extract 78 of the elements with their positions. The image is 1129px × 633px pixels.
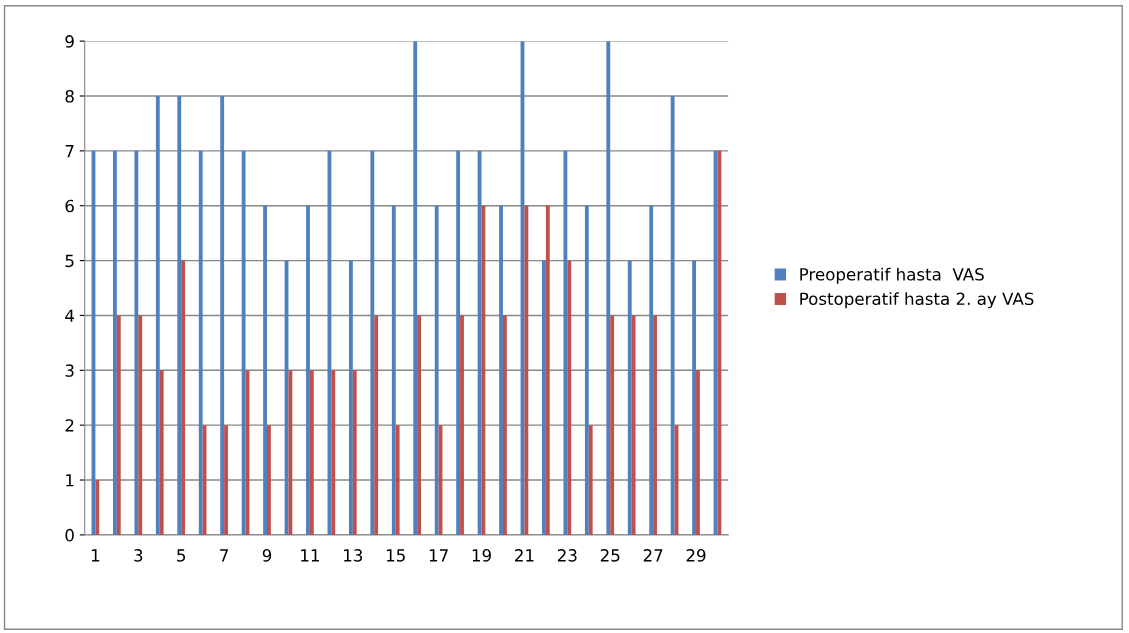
bar [331,370,336,535]
bar [417,315,422,535]
x-tick-label: 21 [515,549,534,562]
y-tick-label: 9 [65,35,74,48]
bar [134,150,139,535]
bar [545,205,550,535]
bar [524,205,529,535]
bar [606,41,611,535]
bar [627,260,632,535]
y-tick-label: 8 [65,89,74,103]
bar [309,370,314,535]
x-tick-label: 3 [134,549,143,562]
bar [610,315,615,535]
bar [155,96,160,535]
bar [112,150,117,535]
bar [584,205,589,535]
x-tick-label: 11 [301,549,319,562]
bar [649,205,654,535]
bar [460,315,464,535]
bar [413,41,418,535]
y-tick-label: 2 [65,419,74,432]
x-tick-label: 13 [344,549,363,562]
bar [456,150,461,535]
bar [202,425,207,535]
x-tick-label: 15 [386,549,405,562]
x-tick-label: 29 [686,549,706,562]
bar [434,205,439,535]
bar [542,260,546,535]
legend-label: Postoperatif hasta 2. ay VAS [800,292,1034,309]
bar [670,96,675,535]
x-tick-label: 1 [91,549,100,562]
bar [563,150,568,535]
bar [374,315,379,535]
bar [288,370,293,535]
x-tick-label: 7 [220,549,228,562]
y-tick-label: 6 [65,199,74,213]
bar [181,260,186,535]
x-tick-label: 25 [600,549,620,562]
bar [395,425,400,535]
bar [224,425,228,535]
bar [159,370,164,535]
bar [370,150,375,535]
y-tick-label: 5 [65,254,74,268]
bar [241,150,246,535]
bar [499,205,503,535]
y-tick-label: 3 [65,364,74,377]
bar [95,480,100,535]
bar [502,315,507,535]
bar [692,260,697,535]
y-tick-label: 0 [65,528,74,542]
bar [198,150,203,535]
bar [306,205,310,535]
y-tick-label: 4 [65,309,75,322]
x-tick-label: 19 [472,549,491,562]
bar [267,425,271,535]
x-tick-label: 9 [262,549,272,562]
bar [653,315,657,535]
x-tick-label: 27 [643,549,663,562]
bar [477,150,482,535]
bar [696,370,700,535]
bar [348,260,353,535]
bar [116,315,121,535]
y-tick-label: 7 [65,145,74,158]
bar [263,205,268,535]
x-tick-label: 23 [557,549,577,562]
bar [717,150,722,535]
bar [391,205,396,535]
legend-label: Preoperatif hasta VAS [800,267,984,284]
x-tick-label: 17 [429,549,448,562]
bar [220,96,225,535]
bar [138,315,143,535]
y-tick-label: 1 [66,474,74,487]
bar [567,260,572,535]
bar [631,315,636,535]
bar [352,370,357,535]
bar [177,96,182,535]
x-tick-label: 5 [177,549,186,562]
bar [588,425,593,535]
